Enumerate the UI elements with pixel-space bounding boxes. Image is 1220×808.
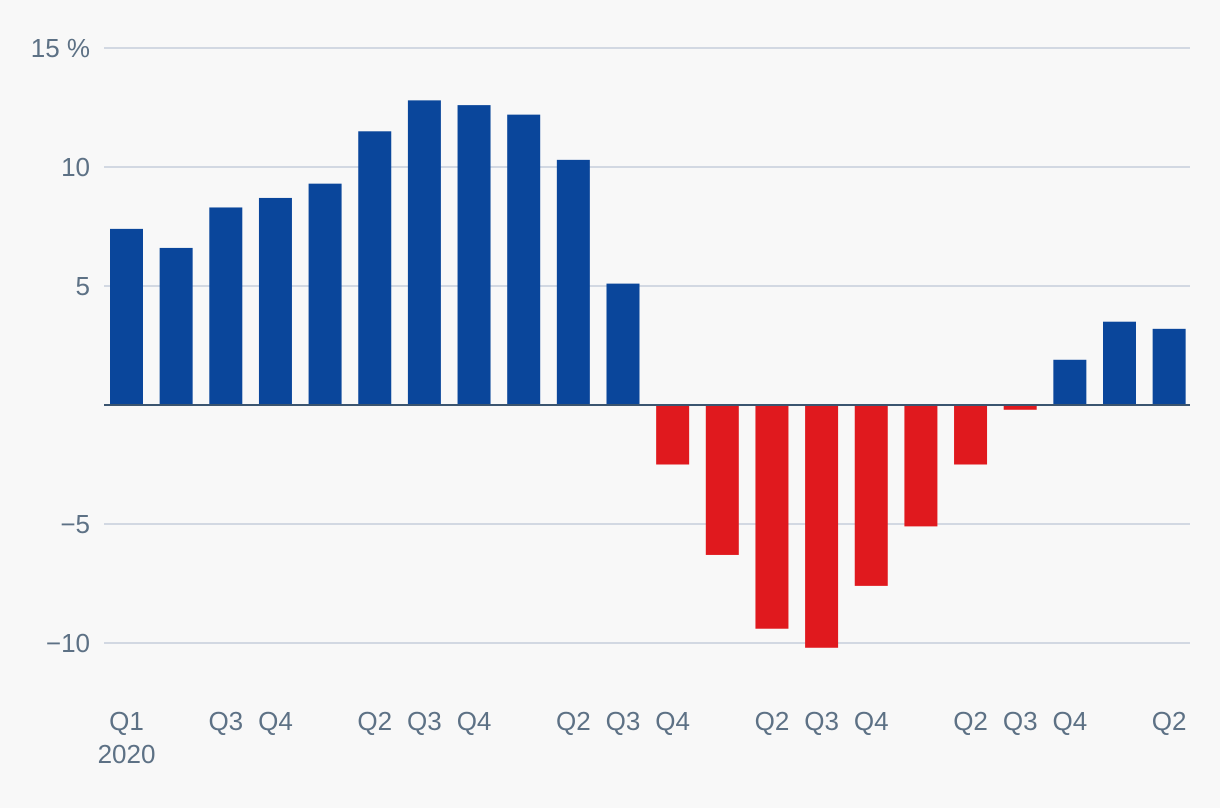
bar-q3-2022 [606, 283, 640, 405]
bar-q2-2021 [358, 131, 392, 406]
x-tick-label: Q2 [1152, 706, 1187, 736]
bar-q2-2023 [755, 405, 789, 629]
x-tick-label: Q3 [407, 706, 442, 736]
x-tick-label: Q3 [804, 706, 839, 736]
x-tick-label: Q2 [953, 706, 988, 736]
y-axis-tick-labels: 15 % 10 5 −5 −10 [31, 33, 90, 658]
bar-q1-2024 [904, 405, 938, 527]
bar-q4-2022 [656, 405, 690, 465]
y-tick-label: 15 % [31, 33, 90, 63]
bar-q3-2024 [1003, 405, 1037, 410]
bar-q1-2020 [110, 228, 143, 405]
bar-q2-2022 [556, 159, 590, 405]
bar-q1-2022 [507, 114, 541, 405]
x-tick-label: Q4 [258, 706, 293, 736]
bar-q1-2021 [308, 183, 342, 405]
bar-q1-2025 [1103, 321, 1136, 405]
x-tick-label: Q4 [457, 706, 492, 736]
bar-q4-2023 [854, 405, 888, 586]
y-tick-label: −5 [60, 509, 90, 539]
bar-q1-2023 [705, 405, 739, 555]
y-tick-label: 5 [76, 271, 90, 301]
bar-q3-2020 [209, 207, 243, 405]
x-tick-label: Q4 [1053, 706, 1088, 736]
bar-q2-2020 [159, 247, 193, 405]
bar-q4-2024 [1053, 359, 1087, 405]
x-tick-label: Q2 [357, 706, 392, 736]
bar-q4-2021 [457, 105, 491, 406]
x-tick-label: Q1 [109, 706, 144, 736]
x-tick-label: Q4 [854, 706, 889, 736]
x-tick-label: Q2 [755, 706, 790, 736]
bar-q4-2020 [258, 197, 292, 405]
bar-q2-2024 [954, 405, 988, 465]
x-tick-label: Q3 [606, 706, 641, 736]
y-tick-label: −10 [46, 628, 90, 658]
bars [110, 100, 1186, 648]
x-axis-tick-labels: Q1 Q3 Q4 Q2 Q3 Q4 Q2 Q3 Q4 Q2 Q3 Q4 Q2 Q3 Q4 Q2 2020 [98, 706, 1187, 769]
x-tick-label: Q4 [655, 706, 690, 736]
x-year-label: 2020 [98, 739, 156, 769]
x-tick-label: Q3 [208, 706, 243, 736]
x-tick-label: Q2 [556, 706, 591, 736]
x-tick-label: Q3 [1003, 706, 1038, 736]
bar-q2-2025 [1152, 328, 1186, 405]
bar-q3-2023 [805, 405, 839, 648]
y-tick-label: 10 [61, 152, 90, 182]
bar-q3-2021 [407, 100, 441, 406]
